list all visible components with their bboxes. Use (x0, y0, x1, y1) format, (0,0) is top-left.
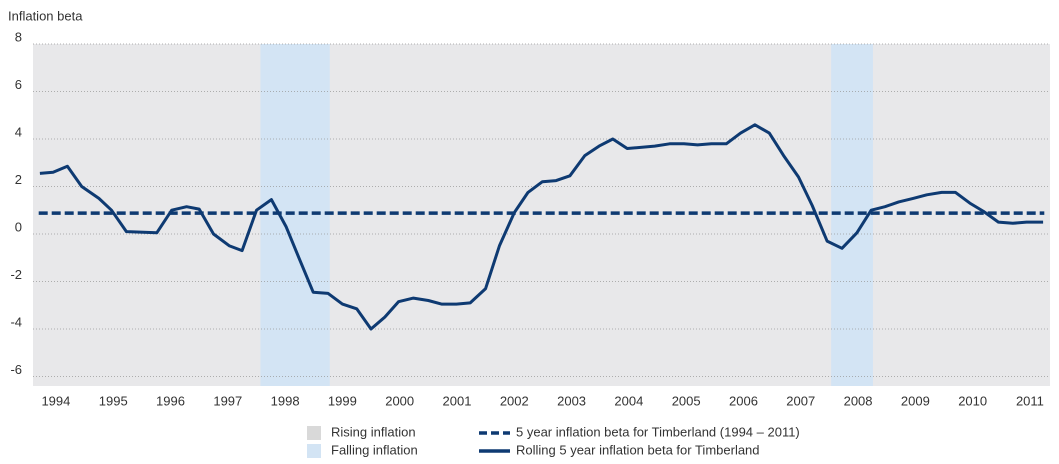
series-line (39, 123, 1044, 331)
y-tick-label: -6 (10, 362, 22, 377)
rising-shading (33, 44, 1050, 386)
x-tick-label: 1998 (271, 393, 300, 408)
x-tick-label: 2010 (958, 393, 987, 408)
x-tick-label: 2004 (614, 393, 643, 408)
x-tick-label: 1996 (156, 393, 185, 408)
legend-swatch (307, 444, 321, 458)
x-tick-label: 2009 (901, 393, 930, 408)
y-tick-label: 8 (15, 29, 22, 44)
x-tick-label: 2003 (557, 393, 586, 408)
y-tick-label: 6 (15, 77, 22, 92)
x-tick-label: 2001 (443, 393, 472, 408)
legend-swatch (307, 426, 321, 440)
legend-label: Rising inflation (331, 424, 416, 439)
x-tick-label: 1999 (328, 393, 357, 408)
x-tick-label: 2008 (844, 393, 873, 408)
x-tick-label: 1994 (41, 393, 70, 408)
legend-label: Falling inflation (331, 442, 418, 457)
y-tick-label: -2 (10, 267, 22, 282)
y-tick-label: 2 (15, 172, 22, 187)
y-tick-label: -4 (10, 314, 22, 329)
x-tick-label: 2006 (729, 393, 758, 408)
x-tick-label: 1995 (99, 393, 128, 408)
x-tick-label: 2011 (1016, 393, 1044, 408)
x-tick-label: 2007 (786, 393, 815, 408)
x-tick-label: 2002 (500, 393, 529, 408)
y-tick-label: 4 (15, 124, 22, 139)
y-axis-label: Inflation beta (8, 8, 83, 23)
y-tick-label: 0 (15, 219, 22, 234)
x-tick-label: 2000 (385, 393, 414, 408)
legend-label: Rolling 5 year inflation beta for Timber… (516, 442, 760, 457)
legend-label: 5 year inflation beta for Timberland (19… (516, 424, 800, 439)
x-tick-label: 1997 (213, 393, 242, 408)
falling-shading (260, 44, 330, 386)
x-tick-label: 2005 (672, 393, 701, 408)
